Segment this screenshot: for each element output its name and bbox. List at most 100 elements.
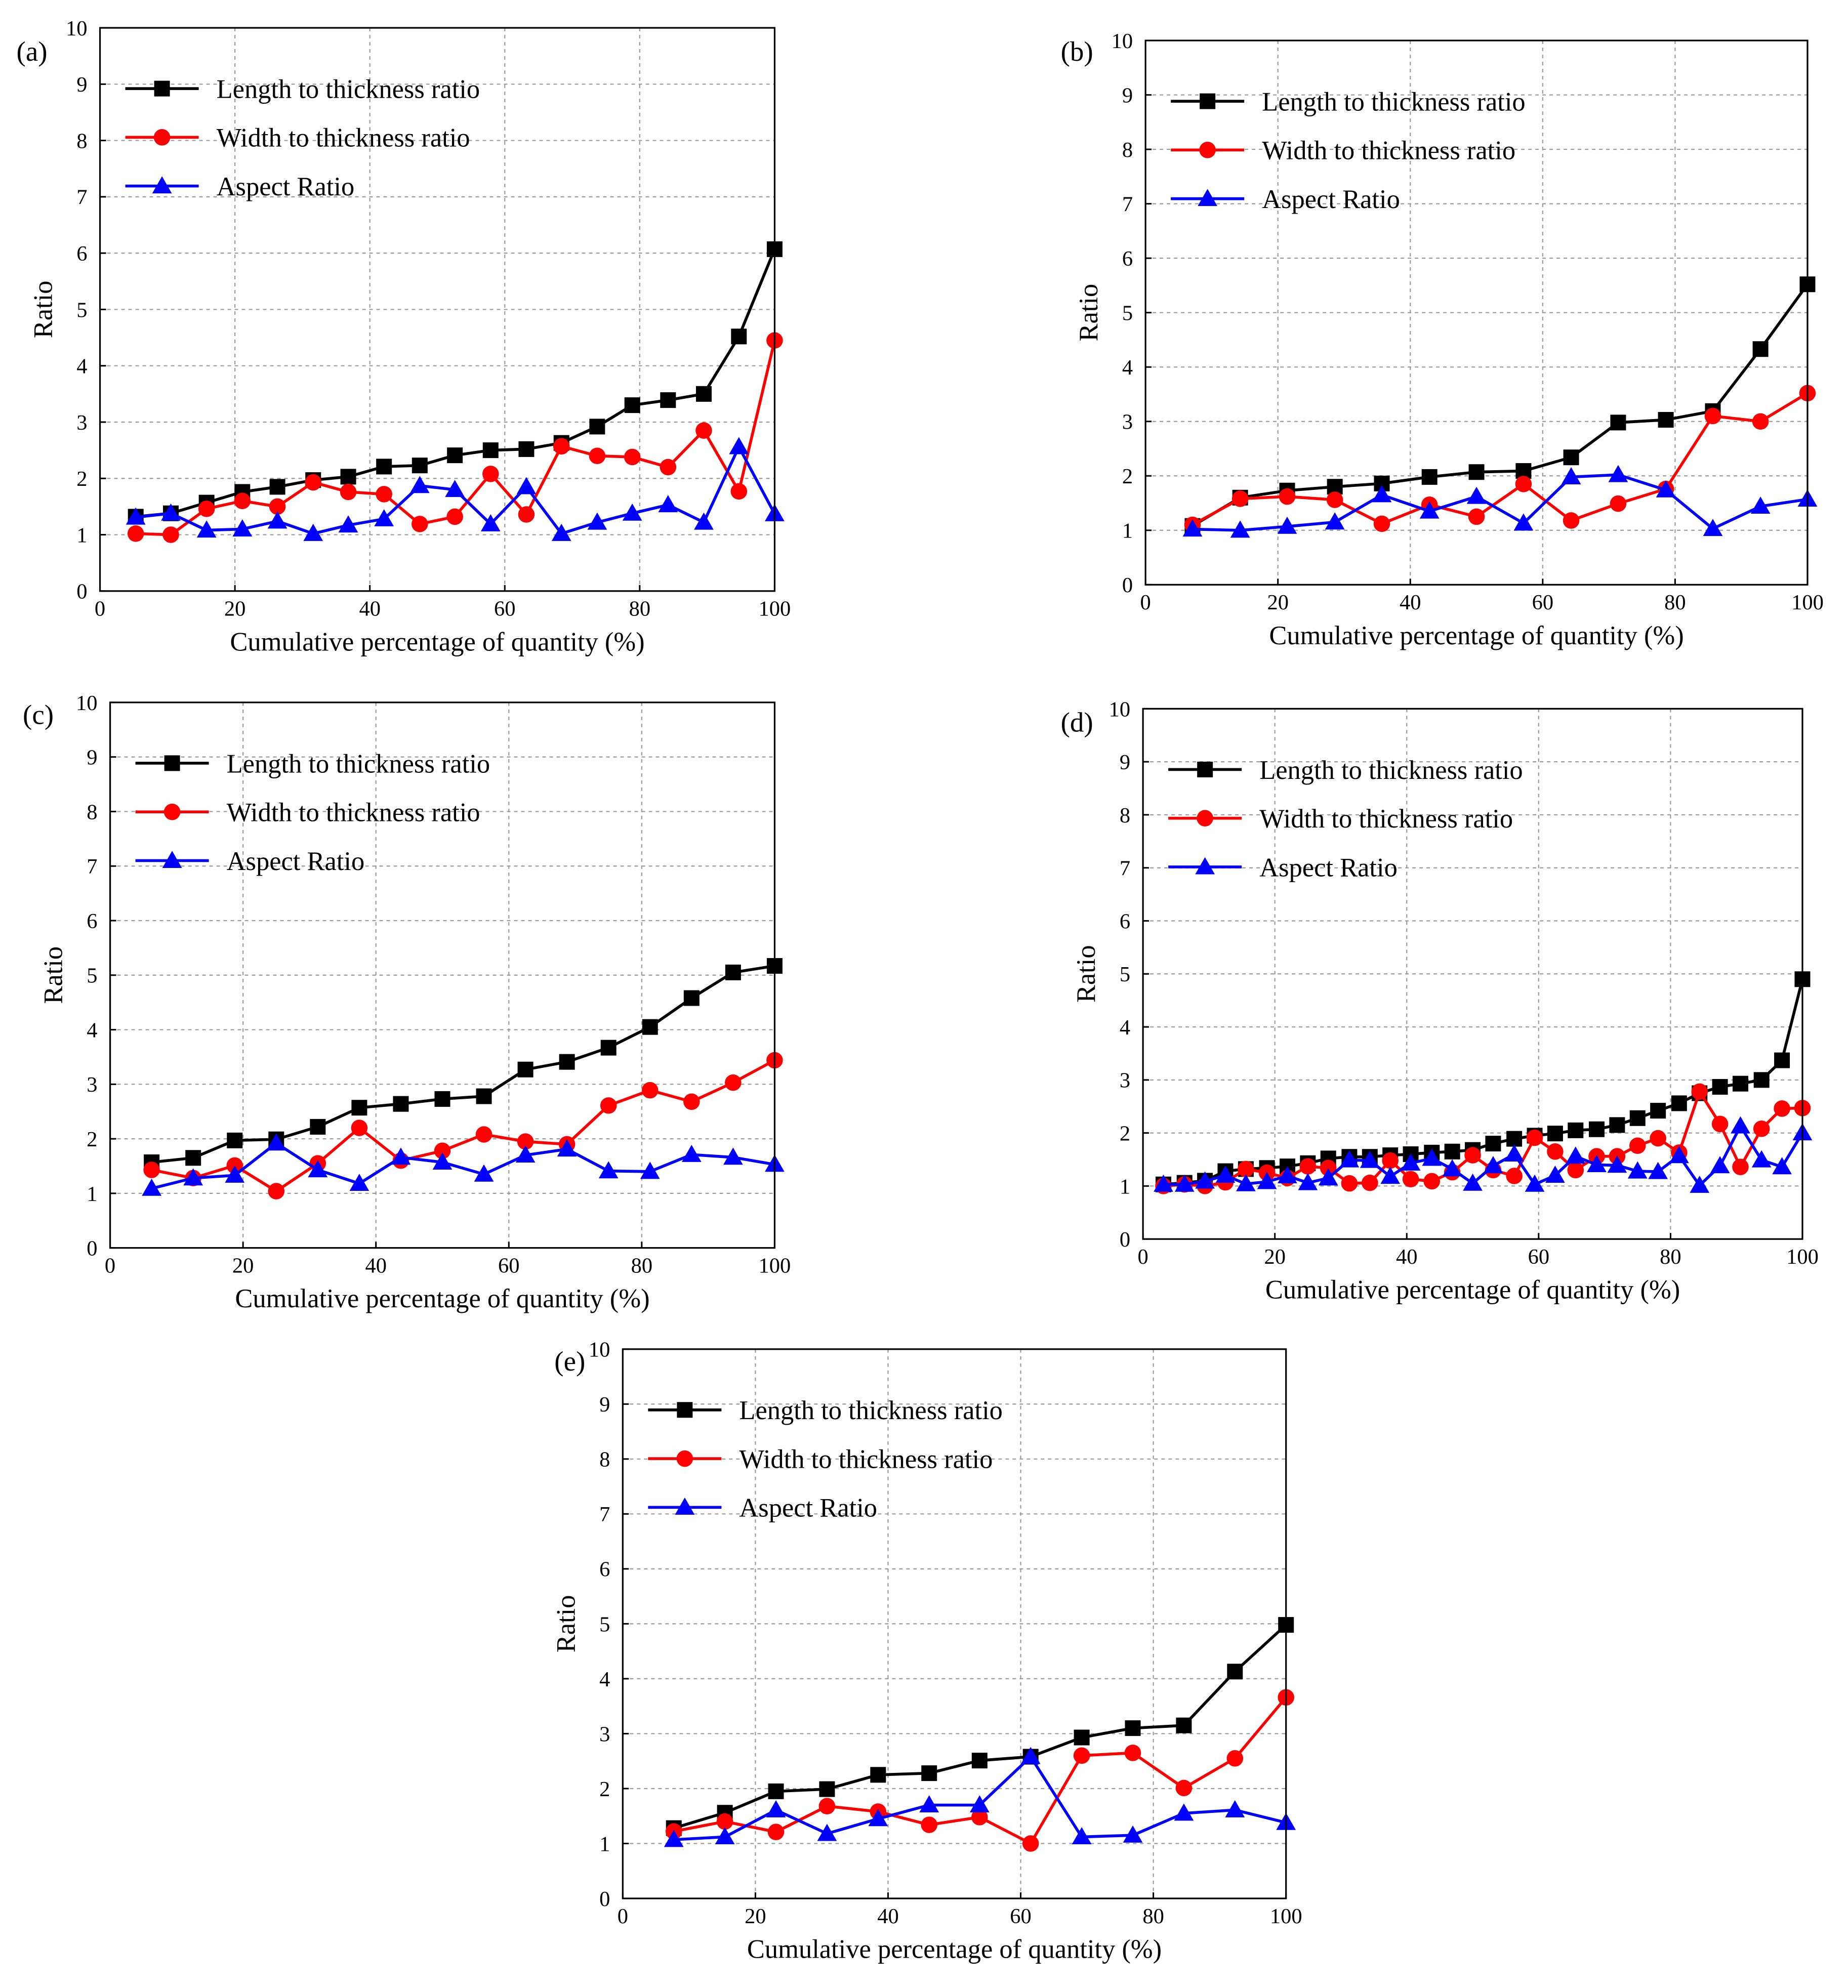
data-point-aspect (766, 1800, 786, 1817)
data-point-aspect (1325, 512, 1345, 530)
chart-panel-e: 0 20 40 60 80 100 0 1 2 3 4 5 6 7 8 9 10 Length to thickn… (551, 1338, 1302, 1964)
y-tick-label: 2 (87, 1128, 97, 1151)
y-tick-label: 1 (599, 1832, 610, 1856)
series-aspect (664, 1747, 1296, 1847)
data-point-width (1231, 490, 1249, 507)
y-tick-label: 7 (1120, 857, 1130, 881)
data-point-width (1610, 495, 1627, 512)
data-point-length (227, 1132, 243, 1148)
data-point-aspect (1466, 486, 1487, 504)
data-point-aspect (1154, 1174, 1173, 1192)
x-tick-label: 0 (1140, 591, 1151, 614)
y-tick-label: 8 (599, 1448, 610, 1472)
data-point-width (475, 1126, 492, 1143)
data-point-aspect (640, 1162, 660, 1179)
y-tick-label: 2 (1122, 465, 1133, 488)
x-tick-label: 80 (629, 597, 651, 621)
data-point-length (269, 479, 285, 495)
y-tick-label: 10 (1109, 697, 1131, 721)
x-axis-label: Cumulative percentage of quantity (%) (747, 1935, 1162, 1964)
data-point-aspect (232, 519, 253, 536)
data-point-width (1629, 1137, 1646, 1154)
series-line-aspect (1192, 473, 1808, 532)
data-point-width (1753, 1120, 1770, 1137)
y-axis-label: Ratio (1072, 945, 1101, 1003)
data-point-width (1752, 413, 1769, 430)
data-point-aspect (1587, 1155, 1607, 1173)
data-point-aspect (1483, 1156, 1503, 1174)
data-point-width (518, 506, 535, 523)
data-point-aspect (1278, 1166, 1297, 1184)
data-point-length (1485, 1136, 1501, 1152)
data-point-aspect (1195, 1171, 1215, 1189)
chart-panel-c: 0 20 40 60 80 100 0 1 2 3 4 5 6 7 8 9 10 Length to thickn… (23, 691, 791, 1313)
data-point-width (434, 1142, 451, 1159)
series-length (128, 241, 783, 525)
legend-label: Aspect Ratio (739, 1494, 877, 1523)
y-tick-label: 5 (1120, 963, 1130, 986)
legend-marker (162, 851, 182, 868)
y-tick-label: 9 (76, 73, 87, 97)
data-point-aspect (664, 1830, 684, 1847)
x-axis-label: Cumulative percentage of quantity (%) (235, 1284, 649, 1313)
data-point-width (340, 483, 357, 501)
data-point-width (1124, 1745, 1141, 1761)
data-point-length (1629, 1110, 1646, 1126)
data-point-aspect (1525, 1174, 1545, 1192)
data-point-width (725, 1074, 742, 1091)
data-point-aspect (551, 523, 571, 541)
data-point-length (340, 469, 356, 485)
legend-marker (152, 176, 172, 194)
y-tick-label: 8 (87, 800, 97, 824)
data-point-width (1320, 1159, 1337, 1177)
data-point-length (600, 1040, 617, 1056)
data-point-length (1421, 469, 1438, 485)
data-point-length (731, 328, 747, 345)
y-tick-label: 6 (1120, 909, 1130, 933)
data-point-aspect (1236, 1174, 1256, 1191)
y-tick-label: 9 (1122, 84, 1133, 107)
data-point-width (1279, 488, 1296, 505)
data-point-width (1382, 1152, 1399, 1169)
data-point-length (971, 1753, 988, 1769)
data-point-width (1567, 1162, 1584, 1179)
data-point-aspect (1690, 1175, 1710, 1193)
x-tick-label: 0 (95, 597, 105, 621)
data-point-aspect (1072, 1827, 1092, 1845)
y-tick-label: 4 (1120, 1016, 1130, 1040)
x-tick-label: 40 (1396, 1245, 1418, 1269)
y-tick-label: 9 (87, 746, 97, 770)
series-aspect (126, 437, 785, 541)
data-point-aspect (338, 515, 358, 533)
data-point-width (1423, 1173, 1441, 1190)
data-point-length (589, 419, 605, 435)
data-point-length (1658, 411, 1674, 428)
data-point-aspect (1703, 519, 1723, 536)
legend-marker (1195, 857, 1215, 875)
y-tick-label: 3 (87, 1073, 97, 1097)
data-point-length (517, 1061, 533, 1078)
data-point-aspect (445, 480, 465, 498)
y-tick-label: 2 (599, 1777, 610, 1801)
data-point-aspect (658, 495, 678, 513)
x-tick-label: 20 (232, 1254, 254, 1278)
legend-label: Aspect Ratio (227, 847, 365, 876)
y-tick-label: 5 (599, 1612, 610, 1636)
data-point-length (870, 1767, 886, 1783)
series-width (665, 1689, 1294, 1852)
data-point-aspect (1442, 1159, 1462, 1177)
data-point-aspect (161, 503, 181, 521)
data-point-width (1704, 407, 1721, 425)
y-axis-label: Ratio (29, 281, 58, 339)
series-line-aspect (151, 1141, 775, 1190)
data-point-width (730, 483, 748, 500)
plot-frame (109, 701, 776, 1249)
legend-marker (677, 1402, 693, 1418)
plot-frame (1144, 39, 1809, 586)
data-point-length (518, 441, 535, 457)
series-line-width (151, 1059, 775, 1193)
data-point-aspect (196, 520, 217, 538)
y-tick-label: 3 (1122, 410, 1133, 434)
